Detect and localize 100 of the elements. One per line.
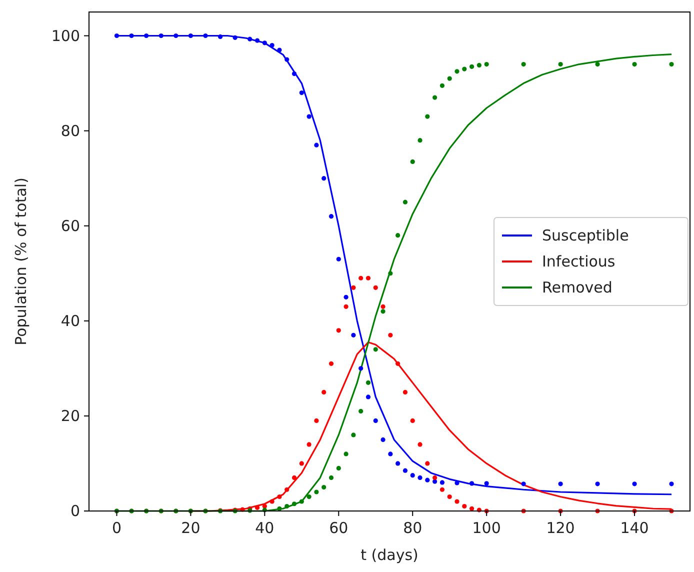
y-tick-label: 60 (60, 216, 80, 235)
point (328, 475, 334, 480)
point (669, 482, 674, 486)
legend-label: Removed (542, 278, 612, 296)
point (351, 432, 356, 438)
point (632, 482, 637, 486)
point (373, 347, 378, 352)
point (314, 142, 319, 148)
point (462, 66, 467, 72)
point (358, 408, 364, 414)
point (402, 200, 408, 204)
point (344, 452, 348, 456)
point (322, 484, 326, 490)
point (558, 482, 563, 486)
point (299, 90, 304, 96)
point (299, 499, 304, 504)
point (366, 394, 371, 400)
point (425, 114, 430, 119)
x-tick-label: 60 (329, 519, 348, 537)
point (380, 309, 386, 314)
point (402, 468, 408, 473)
point (476, 62, 482, 68)
point (388, 271, 393, 276)
point (358, 276, 364, 280)
legend-label: Infectious (542, 252, 616, 270)
point (410, 473, 415, 478)
point (277, 494, 282, 500)
point (595, 482, 600, 486)
point (344, 294, 348, 300)
point (336, 256, 341, 262)
point (284, 57, 290, 62)
point (188, 33, 194, 38)
x-tick-label: 0 (112, 519, 122, 537)
point (328, 214, 334, 219)
point (129, 33, 134, 38)
point (388, 332, 393, 338)
point (284, 504, 290, 509)
point (484, 62, 489, 67)
point (306, 114, 312, 119)
y-tick-label: 40 (60, 312, 80, 330)
point (521, 482, 526, 486)
point (632, 62, 637, 67)
point (254, 38, 260, 43)
point (292, 475, 297, 480)
point (248, 36, 252, 42)
point (396, 361, 400, 366)
point (270, 42, 274, 48)
point (425, 461, 430, 466)
legend-label: Susceptible (542, 226, 629, 244)
point (336, 328, 341, 333)
point (440, 480, 445, 485)
point (402, 390, 408, 394)
point (232, 35, 238, 40)
point (418, 475, 422, 480)
point (299, 461, 304, 466)
point (595, 62, 600, 67)
point (351, 332, 356, 338)
x-axis-title: t (days) (360, 546, 418, 564)
point (158, 33, 164, 38)
point (218, 34, 223, 40)
point (469, 506, 474, 511)
point (380, 437, 386, 442)
point (388, 452, 393, 456)
x-tick-label: 80 (403, 519, 422, 537)
y-tick-label: 20 (60, 406, 80, 425)
point (410, 418, 415, 424)
point (144, 33, 149, 38)
point (484, 481, 489, 486)
point (284, 487, 290, 492)
point (469, 481, 474, 486)
point (418, 442, 422, 447)
x-tick-label: 40 (255, 519, 274, 537)
point (366, 276, 371, 280)
point (396, 461, 400, 466)
y-tick-label: 100 (51, 26, 80, 45)
point (114, 33, 120, 38)
point (440, 487, 445, 492)
point (358, 366, 364, 371)
point (277, 506, 282, 511)
point (396, 233, 400, 238)
point (314, 418, 319, 424)
point (322, 176, 326, 181)
point (454, 480, 460, 486)
point (277, 48, 282, 52)
point (418, 138, 422, 143)
point (314, 490, 319, 494)
point (425, 478, 430, 482)
x-tick-label: 120 (546, 519, 575, 537)
point (558, 62, 563, 67)
point (521, 62, 526, 67)
point (306, 494, 312, 500)
point (306, 442, 312, 447)
point (454, 499, 460, 504)
point (380, 304, 386, 309)
point (322, 390, 326, 394)
point (262, 504, 267, 509)
x-tick-label: 140 (620, 519, 649, 537)
point (373, 418, 378, 424)
point (292, 71, 297, 76)
point (447, 494, 452, 500)
